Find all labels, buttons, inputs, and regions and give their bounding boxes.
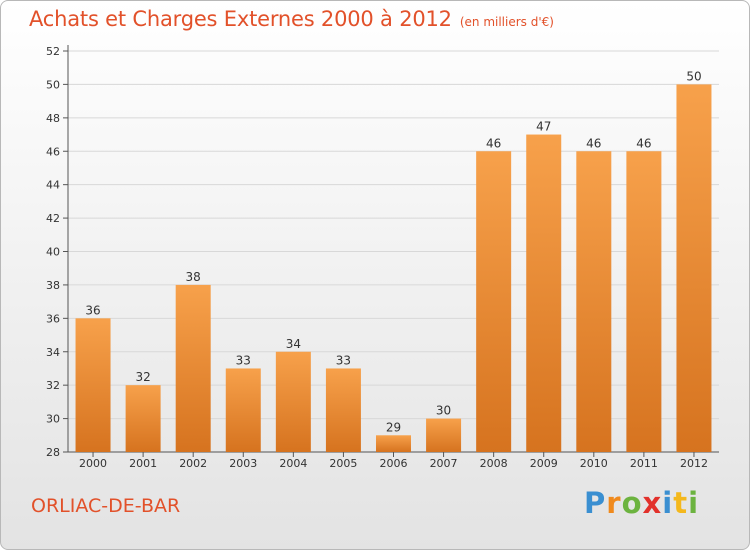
x-tick-label-2002: 2002 [179, 457, 207, 470]
data-label-2003: 33 [236, 353, 251, 367]
data-label-2005: 33 [336, 353, 351, 367]
proxiti-logo: Proxiti [584, 486, 699, 520]
bar-2010 [576, 151, 612, 452]
x-tick-label-2010: 2010 [580, 457, 608, 470]
y-tick-label-50: 50 [46, 78, 60, 91]
y-tick-label-42: 42 [46, 212, 60, 225]
data-label-2000: 36 [85, 303, 100, 317]
y-tick-label-30: 30 [46, 413, 60, 426]
x-tick-label-2004: 2004 [279, 457, 307, 470]
bar-2011 [626, 151, 662, 452]
x-tick-label-2000: 2000 [79, 457, 107, 470]
bar-2012 [676, 84, 712, 453]
data-label-2002: 38 [186, 270, 201, 284]
bar-2006 [376, 435, 411, 452]
logo-letter: i [688, 486, 700, 520]
x-tick-label-2007: 2007 [430, 457, 458, 470]
logo-letter: i [662, 486, 674, 520]
y-tick-label-52: 52 [46, 45, 60, 58]
data-label-2004: 34 [286, 337, 301, 351]
y-tick-label-40: 40 [46, 246, 60, 259]
commune-name: ORLIAC-DE-BAR [31, 495, 181, 517]
bar-2004 [275, 351, 311, 452]
y-tick-label-38: 38 [46, 279, 60, 292]
data-label-2007: 30 [436, 404, 451, 418]
bar-2008 [476, 151, 512, 452]
x-tick-label-2006: 2006 [380, 457, 408, 470]
y-tick-label-48: 48 [46, 112, 60, 125]
logo-letter: r [606, 486, 622, 520]
data-label-2001: 32 [135, 370, 150, 384]
x-tick-label-2008: 2008 [480, 457, 508, 470]
x-tick-label-2003: 2003 [229, 457, 257, 470]
data-label-2011: 46 [636, 136, 651, 150]
bar-2002 [175, 284, 211, 452]
bar-2009 [526, 134, 562, 452]
chart-subtitle: (en milliers d'€) [459, 15, 554, 29]
logo-letter: o [621, 486, 643, 520]
bar-2007 [426, 418, 462, 452]
y-tick-label-32: 32 [46, 379, 60, 392]
data-label-2012: 50 [686, 69, 701, 83]
chart-title-text: Achats et Charges Externes 2000 à 2012 [29, 7, 452, 31]
y-tick-label-44: 44 [46, 179, 60, 192]
logo-letter: t [673, 486, 689, 520]
logo-letter: x [642, 486, 663, 520]
data-label-2006: 29 [386, 420, 401, 434]
x-tick-label-2009: 2009 [530, 457, 558, 470]
bar-2001 [125, 385, 161, 452]
bar-2003 [225, 368, 261, 452]
x-tick-label-2005: 2005 [329, 457, 357, 470]
y-tick-label-36: 36 [46, 312, 60, 325]
y-tick-label-46: 46 [46, 145, 60, 158]
data-label-2009: 47 [536, 120, 551, 134]
data-label-2010: 46 [586, 136, 601, 150]
y-tick-label-34: 34 [46, 346, 60, 359]
x-tick-label-2012: 2012 [680, 457, 708, 470]
bar-2005 [325, 368, 361, 452]
data-label-2008: 46 [486, 136, 501, 150]
chart-title: Achats et Charges Externes 2000 à 2012 (e… [29, 7, 554, 31]
x-tick-label-2011: 2011 [630, 457, 658, 470]
logo-letter: P [584, 486, 607, 520]
bar-2000 [75, 318, 111, 452]
x-tick-label-2001: 2001 [129, 457, 157, 470]
y-tick-label-28: 28 [46, 446, 60, 459]
